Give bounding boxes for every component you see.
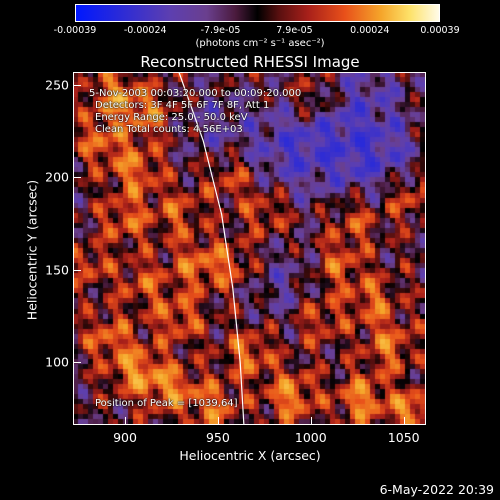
colorbar-tick-label: -7.9e-05 (200, 25, 241, 36)
colorbar-tick-label: 7.9e-05 (276, 25, 313, 36)
colorbar-block: -0.00039 -0.00024 -7.9e-05 7.9e-05 0.00024 0.… (0, 0, 500, 60)
chart-title: Reconstructed RHESSI Image (140, 53, 360, 71)
annotation-peak-position: Position of Peak = [1039,64] (95, 398, 238, 409)
y-tick-label: 250 (45, 77, 69, 93)
y-tick-mark (73, 177, 81, 179)
x-tick-label: 950 (205, 430, 230, 445)
x-tick-mark (125, 417, 127, 425)
solar-limb-curve (178, 72, 245, 425)
colorbar-tick-label: -0.00024 (123, 25, 167, 36)
y-tick-mark (73, 84, 81, 86)
colorbar (75, 4, 440, 22)
y-tick-label: 150 (45, 262, 69, 278)
x-tick-label: 1000 (294, 430, 327, 445)
annotation-method: Clean Total counts: 4.56E+03 (95, 124, 243, 135)
annotation-energy-range: Energy Range: 25.0 - 50.0 keV (95, 112, 248, 123)
annotation-time-range: 5-Nov-2003 00:03:20.000 to 00:09:20.000 (89, 88, 302, 99)
x-axis-label: Heliocentric X (arcsec) (179, 448, 321, 463)
x-tick-mark (403, 417, 405, 425)
x-tick-mark (217, 417, 219, 425)
colorbar-tick-label: -0.00039 (53, 25, 97, 36)
colorbar-tick-label: 0.00039 (420, 25, 460, 36)
x-tick-mark (310, 417, 312, 425)
colorbar-tick-label: 0.00024 (350, 25, 390, 36)
y-tick-mark (73, 362, 81, 364)
y-tick-label: 200 (45, 169, 69, 185)
timestamp: 6-May-2022 20:39 (379, 482, 494, 497)
plot-overlay (178, 72, 245, 425)
colorbar-unit-label: (photons cm⁻² s⁻¹ asec⁻²) (195, 38, 325, 49)
y-tick-mark (73, 269, 81, 271)
heatmap-image (73, 72, 426, 425)
annotation-detectors: Detectors: 3F 4F 5F 6F 7F 8F, Att 1 (95, 100, 270, 111)
y-axis-label: Heliocentric Y (arcsec) (24, 179, 40, 321)
x-tick-label: 900 (113, 430, 137, 445)
x-tick-label: 1050 (387, 430, 420, 445)
y-tick-label: 100 (45, 354, 69, 370)
